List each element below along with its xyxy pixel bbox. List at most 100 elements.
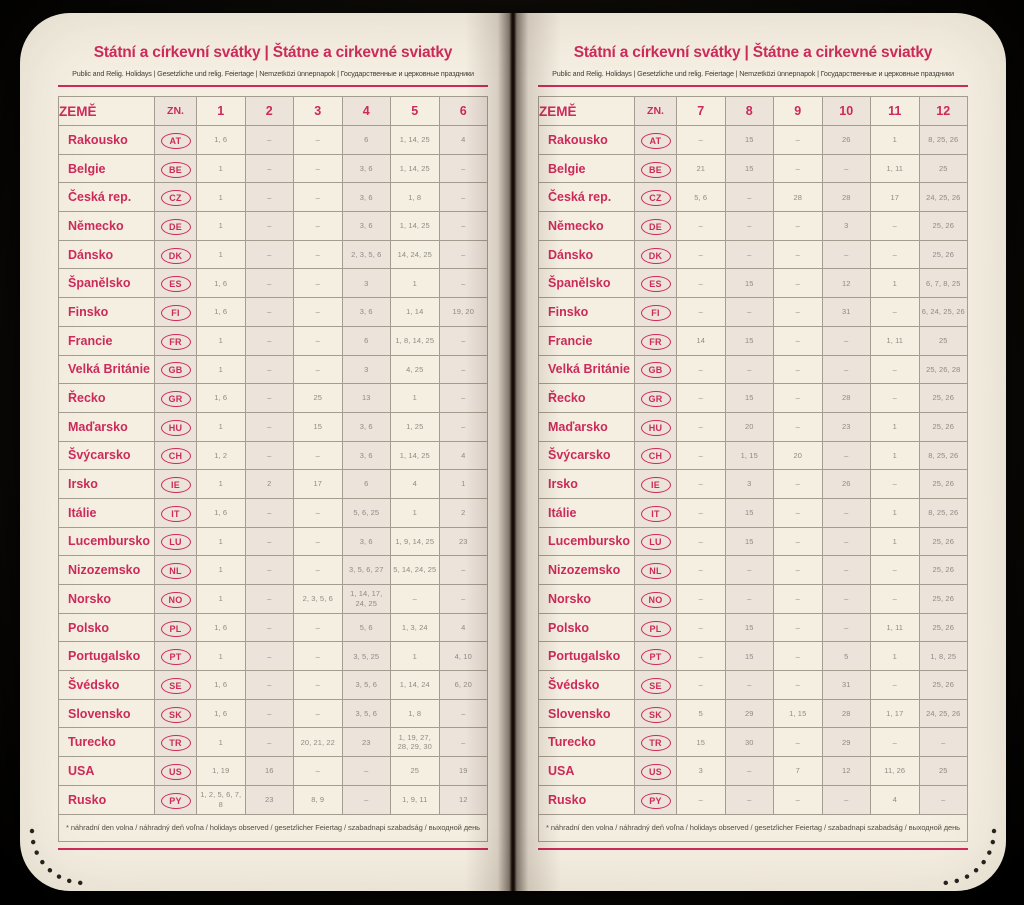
month-column-header: 7 (676, 96, 726, 126)
code-cell: DK (154, 239, 197, 270)
day-cell: 1 (870, 526, 920, 557)
day-cell: 19, 20 (438, 297, 488, 327)
code-cell: PY (634, 784, 677, 815)
country-code-badge: DE (160, 218, 191, 235)
day-cell: 12 (821, 268, 871, 299)
country-cell: Maďarsko (538, 411, 635, 442)
country-cell: Švýcarsko (58, 440, 155, 471)
country-cell: Francie (538, 325, 635, 356)
country-code-badge: CZ (640, 190, 671, 207)
table-row: Řecko GR 1, 6–25 13 1– (58, 383, 488, 413)
day-cell: – (293, 612, 343, 643)
day-cell: 1, 8, 14, 25 (390, 325, 440, 356)
page-left: Státní a církevní svátky | Štátne a cirk… (20, 13, 513, 891)
day-cell: – (676, 497, 726, 528)
country-code-badge: SE (640, 677, 671, 694)
day-cell: 15 (724, 325, 774, 356)
day-cell: – (244, 297, 294, 327)
country-cell: Itálie (58, 497, 155, 528)
day-cell: – (676, 268, 726, 299)
day-cell: – (438, 325, 488, 356)
holidays-table-months-1-6: ZEMĚ ZN. 1 2 3 4 5 6 Rakousko AT 1, 6– –6 1,… (58, 96, 488, 842)
day-cell: 15 (676, 727, 726, 758)
day-cell: – (244, 354, 294, 385)
day-cell: 17 (293, 469, 343, 499)
country-code-badge: ES (160, 276, 191, 293)
day-cell: 8, 25, 26 (918, 497, 968, 528)
day-cell: – (438, 354, 488, 385)
code-cell: GR (634, 383, 677, 413)
country-cell: Německo (58, 211, 155, 241)
day-cell: – (244, 584, 294, 614)
country-code-badge: PT (640, 649, 671, 666)
day-cell: – (244, 670, 294, 700)
day-cell: – (244, 211, 294, 241)
country-code-badge: FR (160, 333, 191, 350)
code-cell: US (154, 756, 197, 786)
day-cell: 25, 26 (918, 411, 968, 442)
day-cell: – (244, 641, 294, 672)
table-row: Slovensko SK 5 29 1, 15 28 1, 17 24, 25, 26 (538, 698, 968, 729)
day-cell: 1 (196, 239, 246, 270)
code-cell: PY (154, 784, 197, 815)
country-code-badge: NL (640, 563, 671, 580)
table-header-row: ZEMĚ ZN. 7 8 9 10 11 12 (538, 96, 968, 126)
table-row: Německo DE – – –3–25, 26 (538, 211, 968, 241)
day-cell: – (676, 125, 726, 155)
day-cell: – (676, 555, 726, 585)
day-cell: 15 (293, 411, 343, 442)
country-cell: Španělsko (58, 268, 155, 299)
day-cell: 1, 9, 14, 25 (390, 526, 440, 557)
code-cell: PL (154, 612, 197, 643)
day-cell: 15 (724, 383, 774, 413)
day-cell: – (293, 526, 343, 557)
footnote-row: * náhradní den volna / náhradný deň voľn… (538, 813, 968, 842)
table-row: Velká Británie GB – – – – –25, 26, 28 (538, 354, 968, 385)
day-cell: – (676, 584, 726, 614)
table-row: Belgie BE 1– –3, 6 1, 14, 25– (58, 153, 488, 184)
month-column-header: 11 (870, 96, 920, 126)
month-column-header: 12 (918, 96, 968, 126)
code-cell: PT (634, 641, 677, 672)
day-cell: 1, 14, 25 (390, 125, 440, 155)
day-cell: 29 (821, 727, 871, 758)
code-cell: CH (634, 440, 677, 471)
day-cell: – (244, 325, 294, 356)
day-cell: – (773, 125, 823, 155)
day-cell: 5, 6 (341, 612, 391, 643)
day-cell: 12 (821, 756, 871, 786)
country-code-badge: FI (640, 304, 671, 321)
day-cell: 3 (821, 211, 871, 241)
page-right: Státní a církevní svátky | Štátne a cirk… (513, 13, 1006, 891)
day-cell: 6 (341, 125, 391, 155)
day-cell: – (293, 268, 343, 299)
day-cell: – (676, 211, 726, 241)
day-cell: – (821, 325, 871, 356)
day-cell: 1, 6 (196, 383, 246, 413)
day-cell: 4 (438, 440, 488, 471)
day-cell: 25, 26 (918, 555, 968, 585)
country-cell: Lucembursko (538, 526, 635, 557)
day-cell: – (724, 555, 774, 585)
code-cell: SE (634, 670, 677, 700)
page-subtitle: Public and Relig. Holidays | Gesetzliche… (552, 69, 954, 78)
code-cell: ES (154, 268, 197, 299)
day-cell: – (244, 182, 294, 213)
code-cell: BE (154, 153, 197, 184)
day-cell: 1, 6 (196, 612, 246, 643)
code-cell: IE (154, 469, 197, 499)
table-row: Lucembursko LU 1– –3, 6 1, 9, 14, 25 23 (58, 526, 488, 557)
code-cell: NL (634, 555, 677, 585)
day-cell: 1, 6 (196, 125, 246, 155)
day-cell: 6 (341, 469, 391, 499)
day-cell: 1, 17 (870, 698, 920, 729)
day-cell: – (293, 211, 343, 241)
day-cell: – (244, 125, 294, 155)
day-cell: 25, 26 (918, 584, 968, 614)
day-cell: 15 (724, 125, 774, 155)
day-cell: 3, 5, 6, 27 (341, 555, 391, 585)
table-row: Norsko NO 1–2, 3, 5, 6 1, 14, 17, 24, 25– – (58, 584, 488, 614)
day-cell: – (244, 497, 294, 528)
day-cell: – (724, 211, 774, 241)
country-cell: Česká rep. (538, 182, 635, 213)
